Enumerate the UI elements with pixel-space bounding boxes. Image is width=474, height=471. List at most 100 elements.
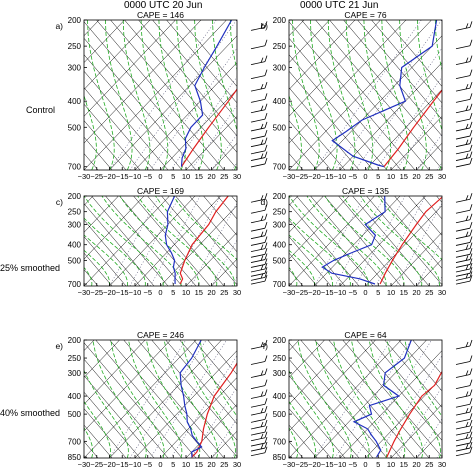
dry-adiabat-line bbox=[175, 196, 237, 269]
y-tick-label: 300 bbox=[273, 369, 287, 378]
mixing-ratio-line bbox=[314, 340, 392, 458]
x-tick-label: 25 bbox=[425, 288, 433, 297]
wind-barb bbox=[455, 55, 473, 66]
wind-barb bbox=[455, 151, 473, 161]
dry-adiabat-line bbox=[0, 340, 42, 458]
mixing-ratio-line bbox=[170, 355, 237, 458]
moist-adiabat-line bbox=[306, 196, 387, 286]
dry-adiabat-line bbox=[84, 153, 99, 170]
column-title-right: 0000 UTC 21 Jun bbox=[300, 0, 379, 11]
moist-adiabat-line bbox=[417, 20, 442, 170]
x-tick-label: 20 bbox=[412, 172, 420, 181]
x-tick-label: −5 bbox=[348, 288, 357, 297]
wind-barb bbox=[250, 82, 268, 92]
x-tick-label: −30 bbox=[283, 460, 296, 469]
wind-barb bbox=[455, 406, 473, 416]
dry-adiabat-line bbox=[84, 219, 141, 286]
row-label-25-smoothed: 25% smoothed bbox=[0, 263, 61, 273]
wind-barb bbox=[455, 389, 473, 399]
panel-frame bbox=[83, 339, 238, 459]
moist-adiabat-line bbox=[84, 266, 93, 286]
dry-adiabat-line bbox=[408, 196, 442, 236]
dry-adiabat-line bbox=[371, 20, 442, 104]
isotherm-line bbox=[185, 115, 237, 170]
wind-barb bbox=[455, 368, 473, 378]
plot-area bbox=[85, 340, 442, 458]
moist-adiabat-line bbox=[327, 20, 356, 170]
isotherm-line bbox=[314, 196, 401, 286]
dry-adiabat-line bbox=[123, 340, 225, 458]
dry-adiabat-line bbox=[412, 340, 442, 375]
isotherm-line bbox=[441, 169, 442, 170]
dry-adiabat-line bbox=[301, 20, 430, 170]
dry-adiabat-line bbox=[0, 196, 70, 286]
isotherm-line bbox=[0, 340, 18, 458]
mixing-ratio-line bbox=[150, 340, 227, 458]
dry-adiabat-line bbox=[398, 340, 442, 392]
mixing-ratio-line bbox=[395, 202, 442, 286]
moist-adiabat-line bbox=[163, 340, 219, 458]
x-tick-label: 30 bbox=[233, 288, 241, 297]
x-tick-label: −15 bbox=[116, 288, 129, 297]
isotherm-line bbox=[134, 62, 237, 170]
x-tick-label: −15 bbox=[321, 288, 334, 297]
wind-barb bbox=[250, 151, 268, 161]
mixing-ratio-line bbox=[436, 162, 442, 170]
wind-barb bbox=[250, 398, 268, 408]
moist-adiabat-line bbox=[110, 340, 165, 458]
x-tick-label: −25 bbox=[295, 460, 308, 469]
dry-adiabat-line bbox=[328, 340, 430, 458]
wind-barb bbox=[455, 425, 473, 436]
x-tick-label: 30 bbox=[438, 288, 446, 297]
dry-adiabat-line bbox=[161, 340, 261, 458]
moist-adiabat-line bbox=[84, 369, 129, 458]
dry-adiabat-line bbox=[394, 196, 442, 253]
wind-barb bbox=[250, 248, 268, 258]
dry-adiabat-line bbox=[106, 20, 234, 170]
y-tick-label: 200 bbox=[273, 336, 287, 345]
isotherm-line bbox=[85, 340, 197, 458]
y-tick-label: 500 bbox=[273, 410, 287, 419]
moist-adiabat-line bbox=[172, 196, 237, 261]
isotherm-line bbox=[160, 89, 237, 170]
isotherm-line bbox=[0, 340, 43, 458]
y-tick-label: 400 bbox=[68, 241, 82, 250]
x-tick-label: 30 bbox=[233, 460, 241, 469]
wind-barb bbox=[455, 144, 473, 155]
x-tick-label: −30 bbox=[283, 172, 296, 181]
x-tick-label: −10 bbox=[129, 172, 142, 181]
dry-adiabat-line bbox=[84, 236, 127, 286]
plot-area bbox=[106, 20, 442, 170]
moist-adiabat-line bbox=[176, 20, 204, 170]
y-tick-label: 200 bbox=[68, 192, 82, 201]
x-tick-label: 15 bbox=[400, 288, 408, 297]
isotherm-line bbox=[314, 340, 427, 458]
dry-adiabat-line bbox=[329, 20, 442, 153]
x-tick-label: 15 bbox=[195, 288, 203, 297]
dry-adiabat-line bbox=[84, 441, 99, 458]
moist-adiabat-line bbox=[119, 196, 200, 286]
y-tick-label: 200 bbox=[273, 192, 287, 201]
mixing-ratio-line bbox=[395, 105, 442, 170]
y-tick-label: 300 bbox=[68, 220, 82, 229]
x-tick-label: 0 bbox=[158, 172, 162, 181]
isotherm-line bbox=[162, 340, 274, 458]
isotherm-line bbox=[416, 258, 442, 286]
x-tick-label: 10 bbox=[387, 288, 395, 297]
x-tick-label: 5 bbox=[171, 460, 175, 469]
dry-adiabat-line bbox=[289, 252, 318, 286]
dry-adiabat-line bbox=[217, 196, 237, 220]
dewpoint-profile bbox=[164, 196, 176, 285]
panel-letter: e) bbox=[55, 341, 63, 351]
isotherm-line bbox=[211, 142, 237, 170]
dewpoint-profile bbox=[180, 20, 233, 167]
skewt-panel-e: 200 250 300 400 500 700 850−30 −25 −20 −15 −10 −5 0 5… bbox=[0, 330, 268, 469]
x-tick-label: 30 bbox=[438, 172, 446, 181]
isotherm-line bbox=[134, 196, 221, 286]
cape-label: CAPE = 76 bbox=[344, 10, 387, 20]
mixing-ratio-line bbox=[190, 105, 237, 170]
dry-adiabat-line bbox=[124, 20, 237, 153]
wind-barb bbox=[250, 413, 268, 423]
dry-adiabat-line bbox=[0, 20, 56, 170]
